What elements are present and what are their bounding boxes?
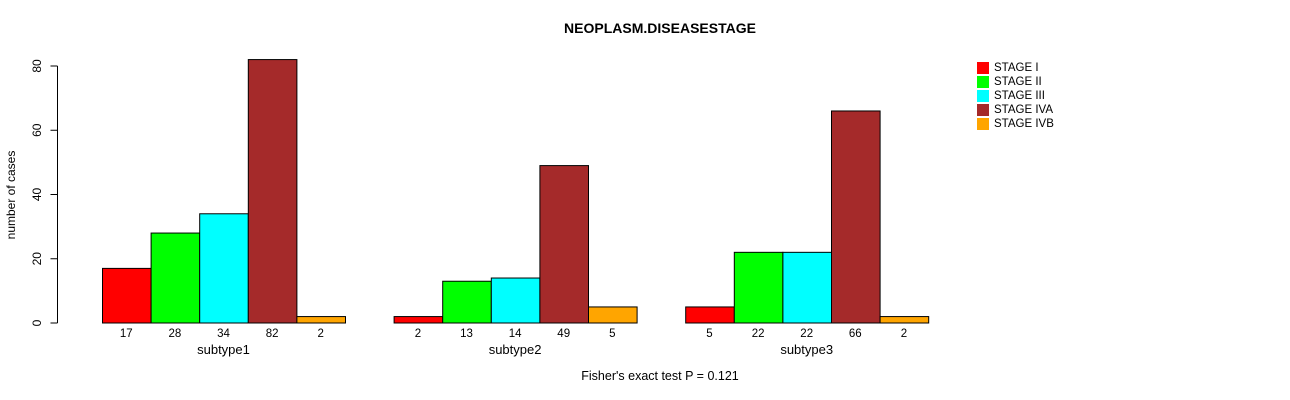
bar-value-label: 22 [752,328,765,340]
bar-stage-i-subtype3 [685,306,735,324]
bar-value-label: 14 [509,328,522,340]
bar-stage-iva-subtype1 [247,59,298,324]
y-axis-tick-label: 80 [30,59,44,73]
legend-item-stage-iii: STAGE III [977,89,1054,103]
bar-value-label: 2 [317,328,323,340]
bar-stage-iva-subtype2 [539,165,590,324]
y-axis-tick-label: 0 [30,319,44,326]
legend-swatch [977,104,989,116]
chart-title: NEOPLASM.DISEASESTAGE [564,20,756,36]
bar-stage-ivb-subtype2 [588,306,638,324]
bar-value-label: 17 [120,328,133,340]
bar-stage-iva-subtype3 [831,110,881,324]
bar-value-label: 66 [849,328,862,340]
bar-value-label: 82 [266,328,279,340]
legend-label: STAGE IVA [994,104,1054,116]
category-label-subtype2: subtype2 [489,342,542,357]
bar-stage-i-subtype2 [393,316,444,324]
bar-value-label: 5 [706,328,712,340]
bar-value-label: 2 [415,328,421,340]
legend-item-stage-ii: STAGE II [977,75,1054,89]
bar-stage-iii-subtype1 [199,213,249,324]
bar-value-label: 34 [217,328,230,340]
bar-value-label: 22 [800,328,813,340]
bar-value-label: 13 [460,328,473,340]
category-label-subtype3: subtype3 [780,342,833,357]
legend-swatch [977,90,989,102]
category-label-subtype1: subtype1 [197,342,250,357]
bar-stage-ii-subtype3 [733,251,784,324]
bar-stage-i-subtype1 [102,267,152,324]
legend-swatch [977,76,989,88]
bar-value-label: 49 [557,328,570,340]
legend-swatch [977,62,989,74]
bar-value-label: 2 [901,328,907,340]
legend-label: STAGE III [994,90,1045,102]
bar-stage-iii-subtype3 [782,251,833,324]
bar-stage-ivb-subtype1 [296,316,346,324]
bar-stage-ii-subtype2 [442,280,492,324]
bar-stage-iii-subtype2 [490,277,541,324]
bar-value-label: 5 [609,328,615,340]
y-axis-tick-label: 20 [30,252,44,266]
bar-stage-ii-subtype1 [150,232,201,324]
legend-label: STAGE II [994,76,1042,88]
legend-label: STAGE I [994,62,1039,74]
legend: STAGE I STAGE II STAGE III STAGE IVA STAGE I… [977,61,1054,131]
legend-label: STAGE IVB [994,118,1054,130]
y-axis-tick-label: 60 [30,123,44,137]
bar-value-label: 28 [169,328,182,340]
annotation-text: Fisher's exact test P = 0.121 [581,369,739,383]
y-axis-tick-label: 40 [30,188,44,202]
legend-item-stage-ivb: STAGE IVB [977,117,1054,131]
legend-swatch [977,118,989,130]
legend-item-stage-iva: STAGE IVA [977,103,1054,117]
bar-stage-ivb-subtype3 [879,316,930,324]
legend-item-stage-i: STAGE I [977,61,1054,75]
